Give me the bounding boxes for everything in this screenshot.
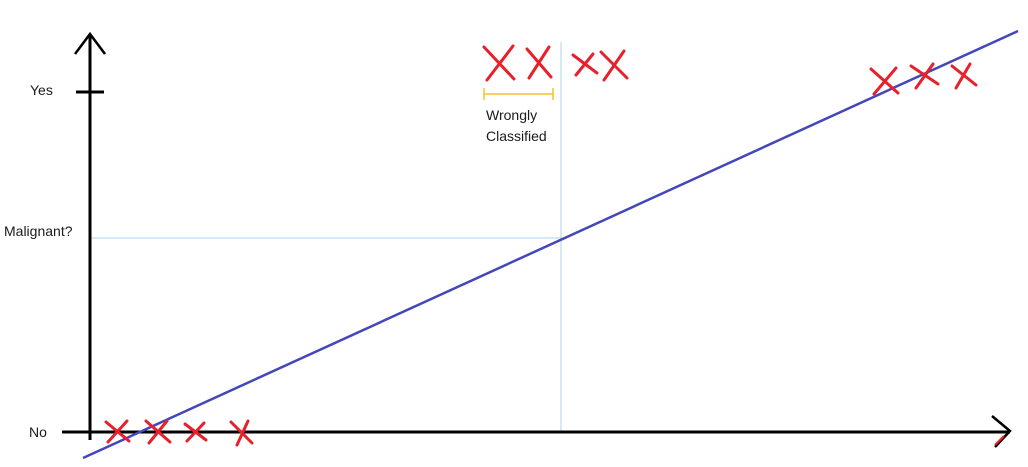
marker-x-yes-1 bbox=[869, 66, 900, 96]
y-axis-arrowhead bbox=[74, 31, 106, 55]
marker-x-no-3 bbox=[183, 421, 208, 443]
yes-label: Yes bbox=[30, 82, 53, 98]
marker-x-yes-3 bbox=[950, 62, 978, 90]
annotation-line-2: Classified bbox=[486, 128, 547, 144]
x-axis-arrow-tip-red bbox=[994, 435, 1005, 446]
marker-x-yes-2 bbox=[909, 62, 940, 90]
marker-x-no-4 bbox=[229, 419, 254, 447]
marker-x-mid-3 bbox=[571, 52, 599, 77]
fit-line bbox=[82, 29, 1019, 460]
annotation-line-1: Wrongly bbox=[486, 107, 537, 123]
wrongly-classified-bracket bbox=[483, 88, 554, 100]
marker-x-mid-4 bbox=[599, 49, 629, 82]
marker-x-no-2 bbox=[144, 419, 172, 445]
marker-x-mid-1 bbox=[482, 44, 516, 82]
no-label: No bbox=[29, 424, 47, 440]
marker-x-no-1 bbox=[104, 419, 131, 444]
marker-x-mid-2 bbox=[525, 45, 553, 80]
malignant-label: Malignant? bbox=[4, 223, 73, 239]
x-axis-arrowhead bbox=[991, 415, 1012, 448]
